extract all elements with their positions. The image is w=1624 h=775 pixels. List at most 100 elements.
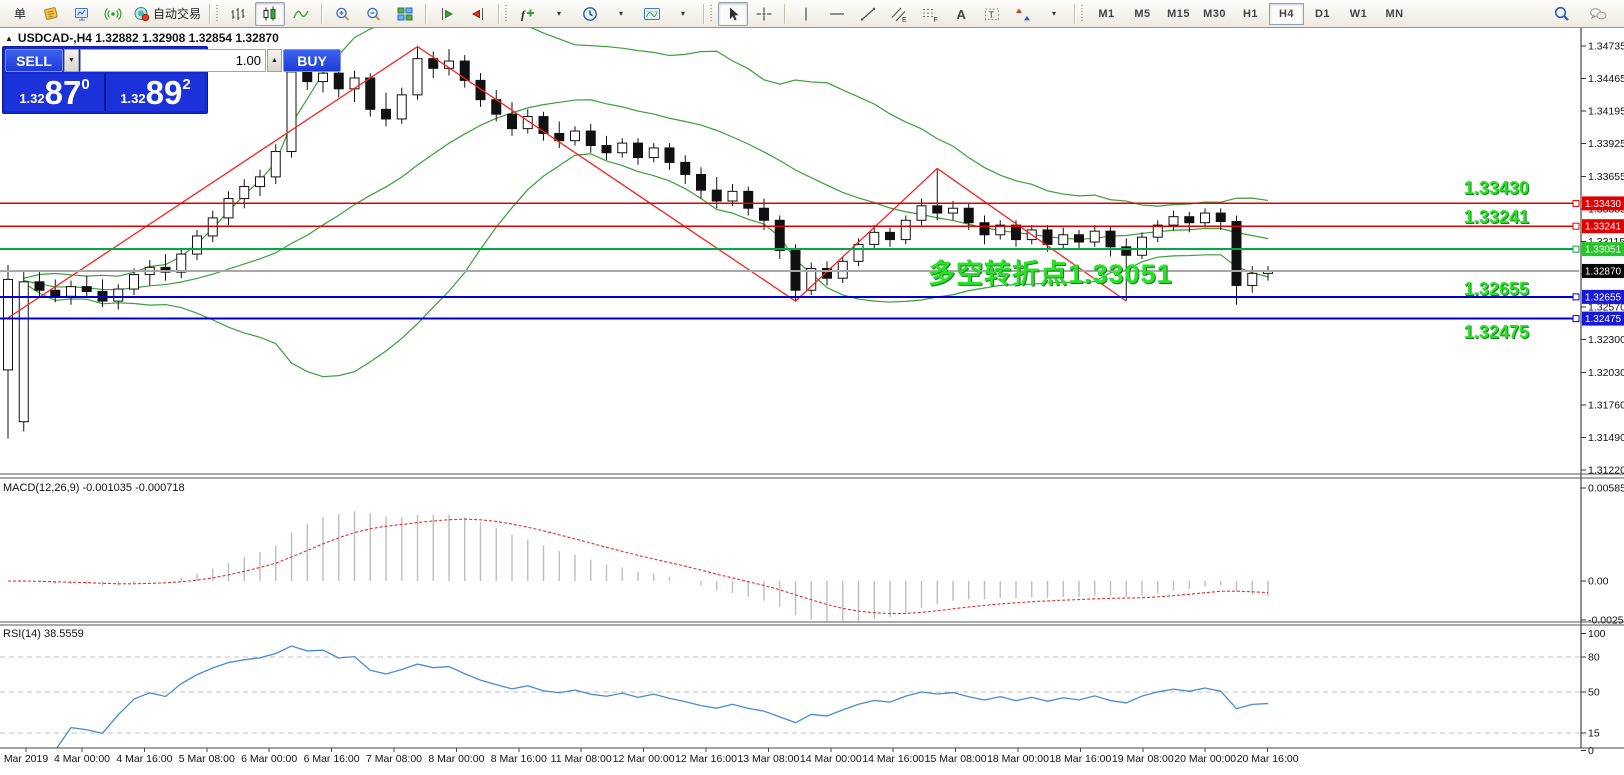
toolbar-group: f ▾ ▾ ▾ <box>511 2 700 26</box>
sell-price-big: 87 <box>44 74 82 111</box>
volume-input[interactable] <box>80 49 266 72</box>
fibonacci-button[interactable]: F <box>915 2 945 26</box>
chat-icon <box>1590 7 1607 19</box>
big-price-label-1[interactable]: 1.33430 <box>1463 178 1529 198</box>
svg-text:7 Mar 08:00: 7 Mar 08:00 <box>366 753 422 765</box>
toolbar-grip-handle[interactable] <box>1080 4 1085 23</box>
tile-windows-button[interactable] <box>390 2 420 26</box>
buy-price-display[interactable]: 1.32 89 2 <box>106 74 205 111</box>
bar-chart-button[interactable] <box>224 2 254 26</box>
vline-icon <box>805 7 807 20</box>
svg-text:18 Mar 16:00: 18 Mar 16:00 <box>1049 753 1111 765</box>
timeframe-button-m15[interactable]: M15 <box>1167 7 1190 20</box>
timeframe-button-h1[interactable]: H1 <box>1242 7 1259 20</box>
buy-button[interactable]: BUY <box>283 49 341 72</box>
svg-text:13 Mar 08:00: 13 Mar 08:00 <box>737 753 799 765</box>
timeframe-button-w1[interactable]: W1 <box>1349 7 1368 20</box>
channel-icon: E <box>891 7 907 23</box>
indicators-button-dropdown[interactable]: ▾ <box>557 9 562 18</box>
timeframe-button-h4[interactable]: H4 <box>1269 2 1305 25</box>
arrows-button[interactable] <box>1008 2 1038 26</box>
svg-text:8 Mar 00:00: 8 Mar 00:00 <box>428 753 484 765</box>
toolbar-separator <box>703 3 706 24</box>
template-icon <box>644 7 661 20</box>
vertical-line-button[interactable] <box>791 2 821 26</box>
new-chart-button[interactable] <box>36 2 66 26</box>
big-price-label-2[interactable]: 1.33241 <box>1463 207 1529 227</box>
svg-text:18 Mar 00:00: 18 Mar 00:00 <box>987 753 1049 765</box>
svg-text:1.33051: 1.33051 <box>1585 245 1622 256</box>
candle-chart-button[interactable] <box>255 1 286 26</box>
zoom-out-button[interactable] <box>359 2 389 26</box>
candles-icon <box>263 6 276 20</box>
text-label-button[interactable]: T <box>977 2 1007 26</box>
svg-text:4 Mar 16:00: 4 Mar 16:00 <box>116 753 172 765</box>
autotrade-button[interactable]: 自动交易 <box>129 2 204 26</box>
rsi-axis-ticks: 100 80 50 15 0 <box>1581 628 1606 757</box>
svg-text:1.33430: 1.33430 <box>1585 199 1622 210</box>
toolbar-separator <box>321 3 324 24</box>
periods-button-dropdown[interactable]: ▾ <box>619 9 624 18</box>
timeframe-button-mn[interactable]: MN <box>1385 7 1404 20</box>
toolbar-grip-handle[interactable] <box>504 4 509 23</box>
svg-text:1.31490: 1.31490 <box>1588 432 1624 444</box>
timeframe-button-m1[interactable]: M1 <box>1098 7 1115 20</box>
trendline-button[interactable] <box>853 2 883 26</box>
chat-button[interactable] <box>1583 2 1613 26</box>
svg-text:1.31220: 1.31220 <box>1588 464 1624 476</box>
horizontal-line-button[interactable] <box>822 2 852 26</box>
sell-price-display[interactable]: 1.32 87 0 <box>5 74 104 111</box>
buy-price-prefix: 1.32 <box>120 91 146 106</box>
zoom-in-button[interactable] <box>328 2 358 26</box>
svg-text:F: F <box>934 17 938 23</box>
toolbar-grip-handle[interactable] <box>709 4 714 23</box>
templates-button-dropdown[interactable]: ▾ <box>681 9 686 18</box>
svg-text:1.33925: 1.33925 <box>1588 138 1624 150</box>
chart-shift-button[interactable] <box>463 2 493 26</box>
timeframe-button-m5[interactable]: M5 <box>1134 7 1151 20</box>
autotrade-icon <box>134 6 150 21</box>
periods-button[interactable] <box>575 2 605 26</box>
gold-note-icon <box>44 6 58 20</box>
sell-button[interactable]: SELL <box>5 49 63 72</box>
text-button[interactable]: A <box>946 2 976 26</box>
arrows-button-dropdown[interactable]: ▾ <box>1052 9 1057 18</box>
crosshair-button[interactable] <box>749 2 779 26</box>
svg-text:1.34735: 1.34735 <box>1588 41 1624 53</box>
zoom-in-icon <box>336 7 350 21</box>
toolbar-group <box>222 1 318 26</box>
timeframe-button-m30[interactable]: M30 <box>1203 7 1226 20</box>
timeframe-button-d1[interactable]: D1 <box>1314 7 1331 20</box>
svg-text:80: 80 <box>1588 651 1600 663</box>
big-price-label-4[interactable]: 1.32475 <box>1463 322 1529 342</box>
svg-text:1.32475: 1.32475 <box>1585 314 1622 325</box>
equidistant-channel-button[interactable]: E <box>884 2 914 26</box>
templates-button[interactable] <box>637 2 667 26</box>
search-button[interactable] <box>1547 2 1577 26</box>
zigzag-line <box>7 45 1127 319</box>
svg-text:1.32570: 1.32570 <box>1588 302 1624 314</box>
fibo-icon: F <box>923 8 938 23</box>
svg-text:0.00: 0.00 <box>1588 576 1609 588</box>
volume-decrease-button[interactable]: ▼ <box>64 49 79 72</box>
auto-scroll-button[interactable] <box>432 2 462 26</box>
profiles-button[interactable] <box>67 2 97 26</box>
new-order-button[interactable]: 单 <box>13 7 26 21</box>
big-price-label-3[interactable]: 1.32655 <box>1463 279 1529 299</box>
signals-button[interactable] <box>98 2 128 26</box>
line-chart-button[interactable] <box>286 2 316 26</box>
shift-icon <box>471 7 484 20</box>
turning-point-annotation[interactable]: 多空转折点1.33051 <box>928 259 1173 289</box>
svg-text:Mar 2019: Mar 2019 <box>4 753 49 765</box>
toolbar-grip-handle[interactable] <box>215 4 220 23</box>
svg-text:0.005857: 0.005857 <box>1588 483 1624 495</box>
cursor-button[interactable] <box>718 1 749 26</box>
indicators-button[interactable]: f <box>513 2 543 26</box>
collapse-arrow-icon[interactable]: ▲ <box>5 33 13 43</box>
volume-increase-button[interactable]: ▲ <box>267 49 282 72</box>
rsi-label: RSI(14) 38.5559 <box>3 628 84 640</box>
svg-text:100: 100 <box>1588 628 1606 640</box>
svg-text:A: A <box>957 7 967 22</box>
